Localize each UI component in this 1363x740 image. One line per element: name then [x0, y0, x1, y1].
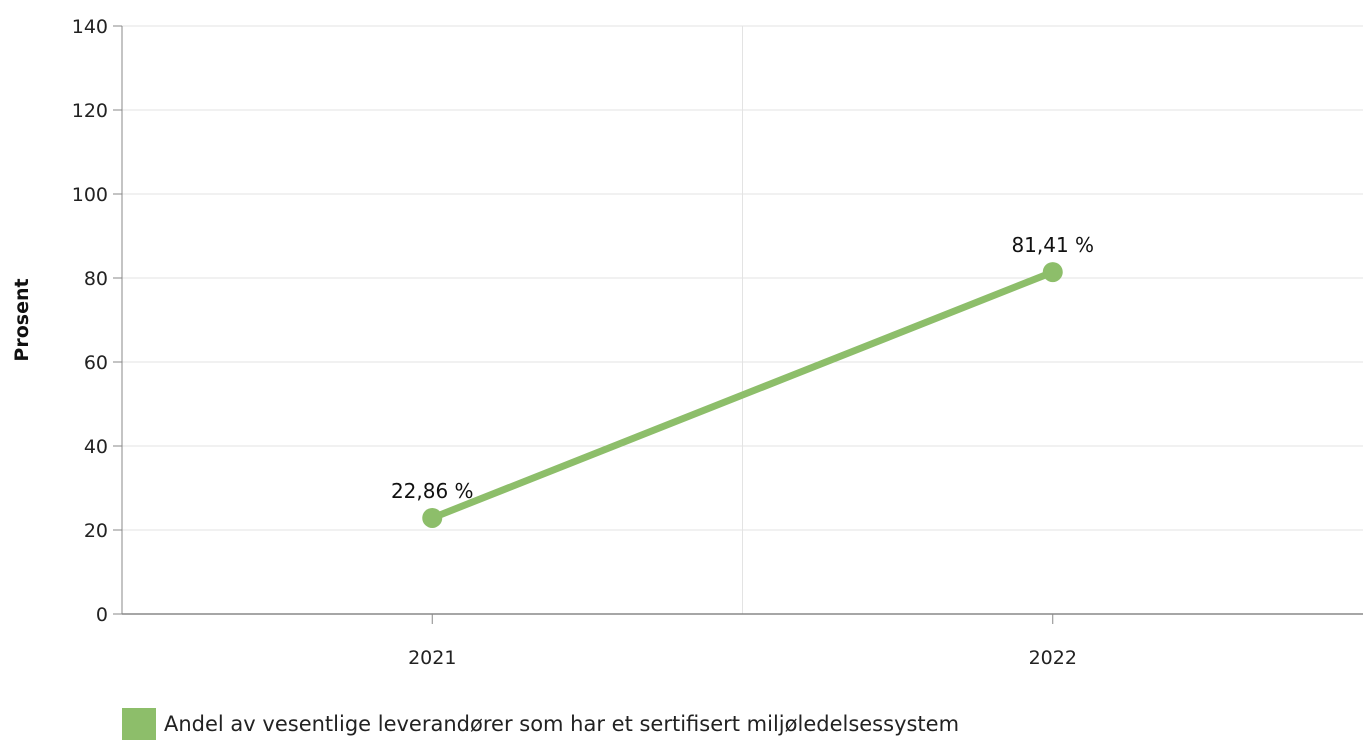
x-tick-label: 2022	[1029, 647, 1077, 669]
data-label: 22,86 %	[391, 479, 474, 503]
data-point	[422, 507, 443, 528]
y-tick-label: 100	[72, 184, 108, 206]
y-tick-label: 60	[84, 352, 108, 374]
x-tick-label: 2021	[408, 647, 456, 669]
series-layer: 22,86 % 81,41 %	[391, 233, 1094, 528]
x-axis-ticks: 2021 2022	[408, 614, 1077, 669]
y-tick-label: 80	[84, 268, 108, 290]
data-point	[1042, 262, 1063, 283]
y-tick-label: 120	[72, 100, 108, 122]
data-label: 81,41 %	[1011, 233, 1094, 257]
y-tick-label: 20	[84, 520, 108, 542]
y-axis-title: Prosent	[11, 278, 33, 361]
y-axis-ticks: 0 20 40 60 80 100 120 140	[72, 16, 122, 626]
legend-label: Andel av vesentlige leverandører som har…	[164, 712, 960, 736]
y-tick-label: 40	[84, 436, 108, 458]
y-tick-label: 140	[72, 16, 108, 38]
axes	[121, 26, 1363, 615]
y-tick-label: 0	[96, 604, 108, 626]
series-line	[428, 268, 1057, 522]
legend-swatch	[122, 708, 156, 740]
grid-lines	[122, 25, 1363, 614]
legend: Andel av vesentlige leverandører som har…	[122, 708, 959, 740]
